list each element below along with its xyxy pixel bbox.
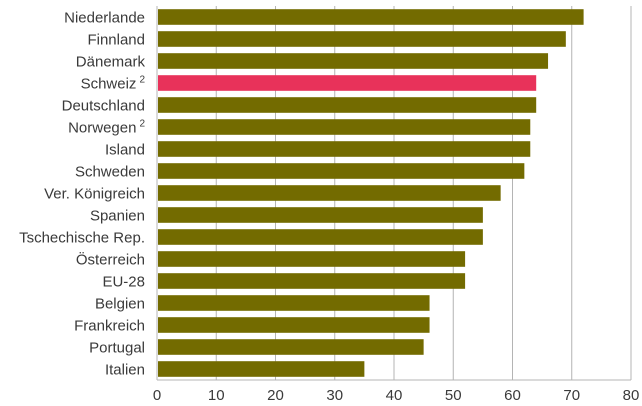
category-name: Italien bbox=[105, 362, 145, 379]
category-name: Portugal bbox=[89, 340, 145, 357]
x-tick-label: 40 bbox=[386, 387, 403, 404]
bar bbox=[158, 295, 430, 311]
category-label: Österreich bbox=[76, 251, 145, 269]
category-name: Niederlande bbox=[64, 10, 145, 27]
x-tick-label: 20 bbox=[267, 387, 284, 404]
category-name: Österreich bbox=[76, 251, 145, 269]
bars bbox=[158, 9, 584, 377]
bar bbox=[158, 185, 501, 201]
bar bbox=[158, 361, 365, 377]
x-tick-label: 10 bbox=[208, 387, 225, 404]
x-tick-label: 30 bbox=[326, 387, 343, 404]
bar bbox=[158, 229, 483, 245]
bar bbox=[158, 207, 483, 223]
x-tick-label: 60 bbox=[504, 387, 521, 404]
category-label: Niederlande bbox=[64, 10, 145, 27]
bar bbox=[158, 273, 466, 289]
bar bbox=[158, 317, 430, 333]
bar bbox=[158, 31, 566, 47]
bar bbox=[158, 9, 584, 25]
category-label: Spanien bbox=[90, 208, 145, 225]
category-name: Spanien bbox=[90, 208, 145, 225]
category-name: Ver. Königreich bbox=[44, 186, 145, 203]
category-name: EU-28 bbox=[102, 274, 145, 291]
bar bbox=[158, 53, 549, 69]
bar bbox=[158, 119, 531, 135]
category-label: Ver. Königreich bbox=[44, 186, 145, 203]
category-name: Deutschland bbox=[62, 98, 145, 115]
category-name: Frankreich bbox=[74, 318, 145, 335]
x-tick-labels: 0 10 20 30 40 50 60 70 80 bbox=[153, 387, 640, 404]
x-tick-label: 0 bbox=[153, 387, 161, 404]
category-label: Island bbox=[105, 142, 145, 159]
bar bbox=[158, 97, 537, 113]
x-tick-label: 70 bbox=[563, 387, 580, 404]
x-tick-label: 50 bbox=[445, 387, 462, 404]
bar bbox=[158, 251, 466, 267]
category-label: Portugal bbox=[89, 340, 145, 357]
category-label: Schweiz 2 bbox=[81, 75, 146, 93]
category-label: Frankreich bbox=[74, 318, 145, 335]
category-name: Finnland bbox=[87, 32, 145, 49]
bar bbox=[158, 141, 531, 157]
category-name: Norwegen bbox=[68, 120, 136, 137]
category-label: Finnland bbox=[87, 32, 145, 49]
category-label: Deutschland bbox=[62, 98, 145, 115]
footnote-marker: 2 bbox=[139, 75, 145, 86]
category-label: Italien bbox=[105, 362, 145, 379]
bar-highlighted bbox=[158, 75, 537, 91]
category-name: Island bbox=[105, 142, 145, 159]
category-label: Norwegen 2 bbox=[68, 119, 145, 137]
category-name: Schweden bbox=[75, 164, 145, 181]
category-name: Tschechische Rep. bbox=[19, 230, 145, 247]
category-label: Tschechische Rep. bbox=[19, 230, 145, 247]
footnote-marker: 2 bbox=[139, 119, 145, 130]
category-label: EU-28 bbox=[102, 274, 145, 291]
category-label: Schweden bbox=[75, 164, 145, 181]
category-name: Dänemark bbox=[76, 54, 146, 71]
bar bbox=[158, 163, 525, 179]
bar bbox=[158, 339, 424, 355]
x-tick-label: 80 bbox=[623, 387, 640, 404]
category-label: Belgien bbox=[95, 296, 145, 313]
category-name: Schweiz bbox=[81, 76, 137, 93]
category-name: Belgien bbox=[95, 296, 145, 313]
category-label: Dänemark bbox=[76, 54, 146, 71]
